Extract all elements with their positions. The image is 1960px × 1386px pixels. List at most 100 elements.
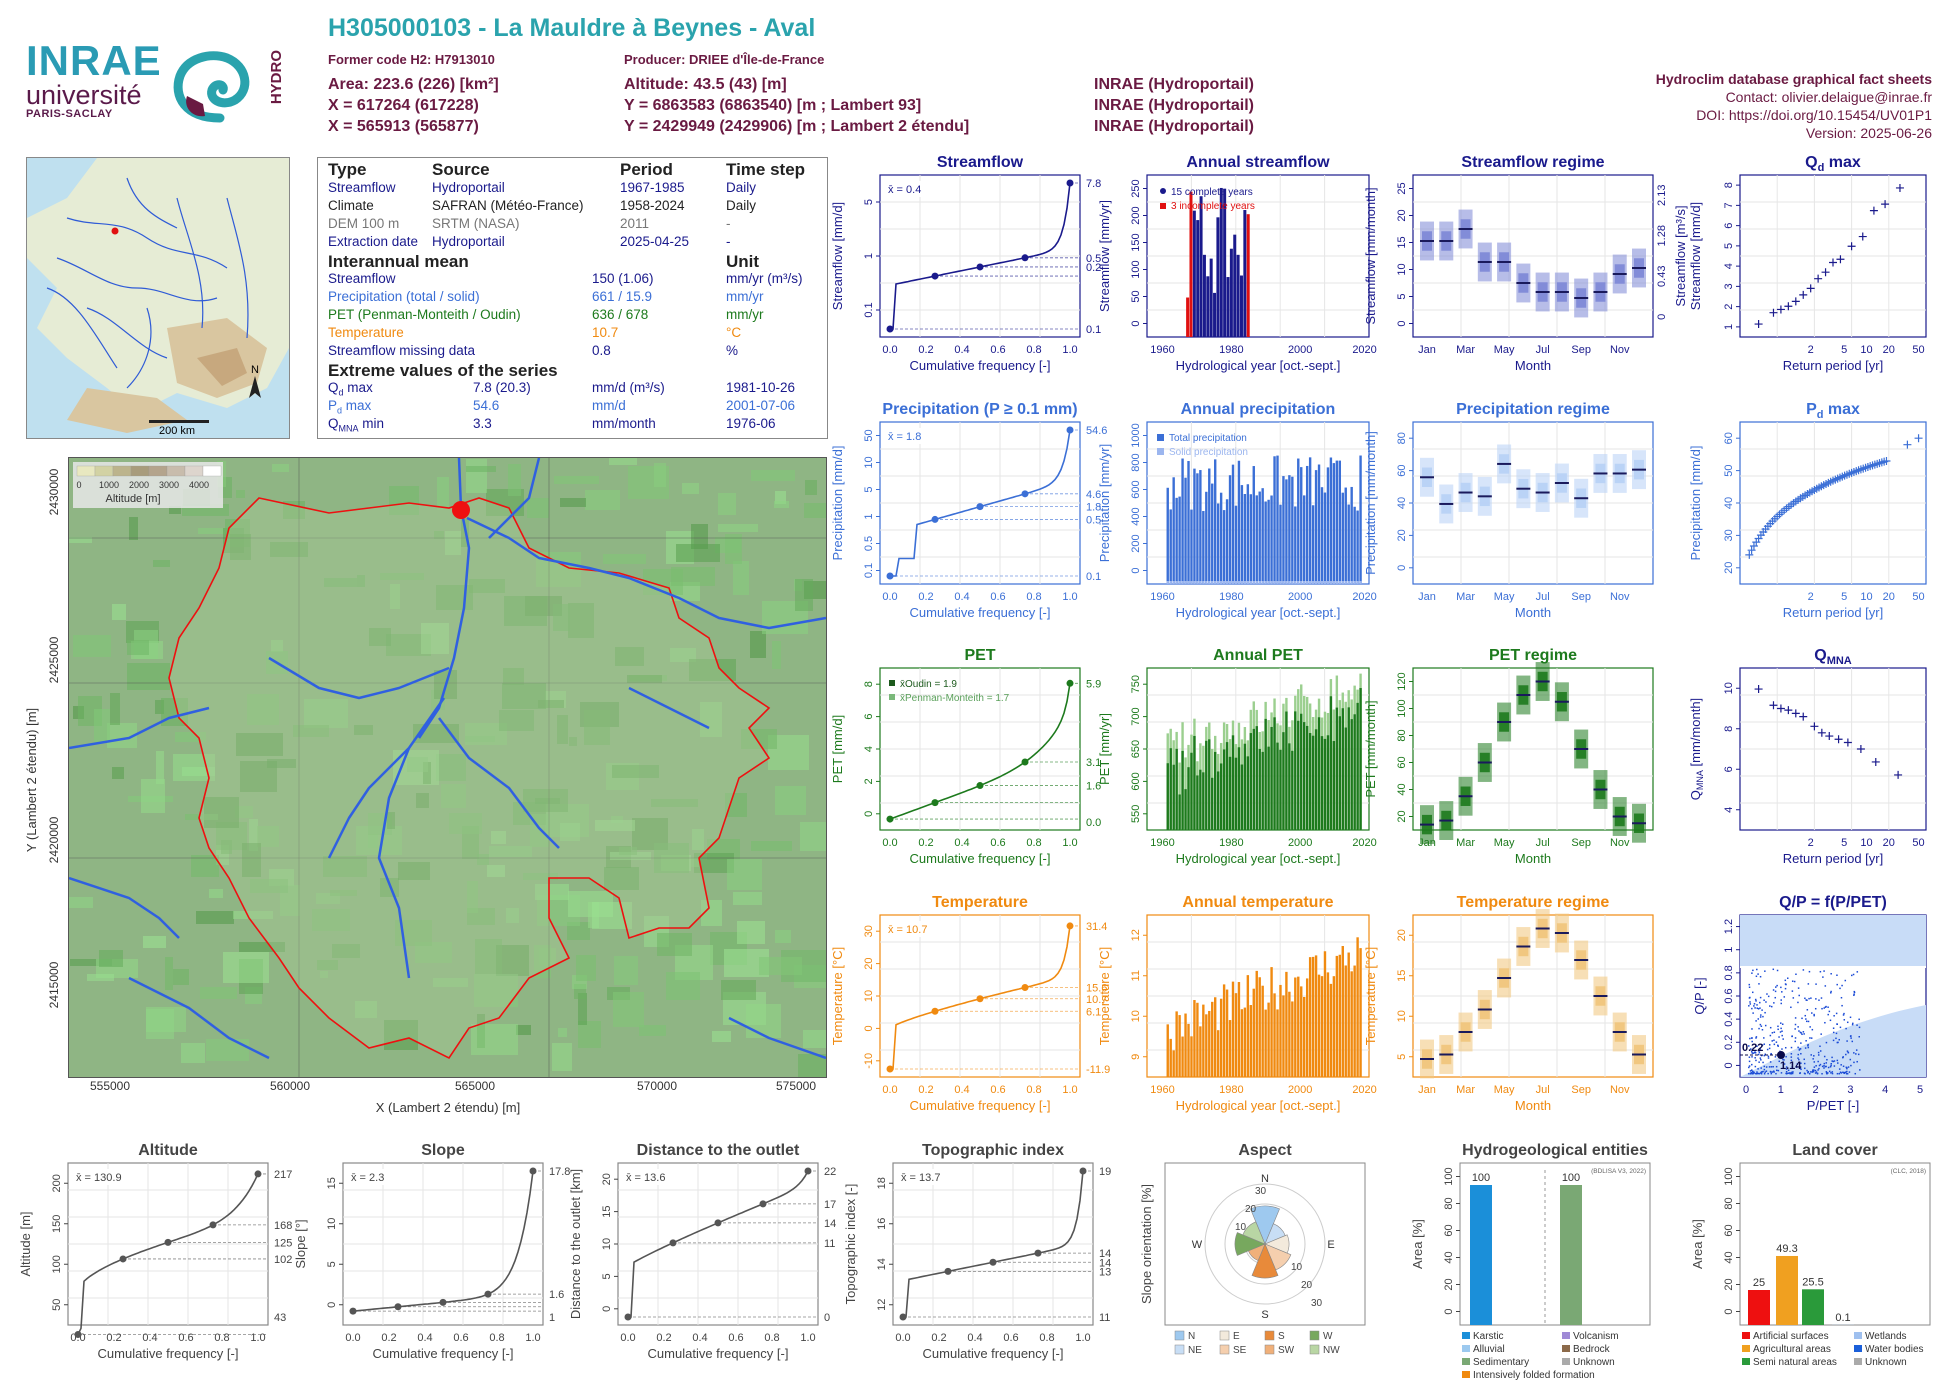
chart-annual_precip-solid-bar <box>1202 581 1205 584</box>
chart-streamflow_regime-ytick: 10 <box>1396 263 1408 275</box>
y-lambert93: Y = 6863583 (6863540) [m ; Lambert 93] <box>624 97 922 114</box>
chart-annual_streamflow-xlabel: Hydrological year [oct.-sept.] <box>1176 358 1341 373</box>
mean-cell: 150 (1.06) <box>592 271 654 286</box>
chart-qp_ppet-point <box>1802 1031 1805 1033</box>
chart-precip_regime-xtick: Nov <box>1610 591 1630 603</box>
terrain-patch <box>242 843 261 877</box>
chart-qp_ppet-point <box>1830 1064 1832 1067</box>
terrain-patch <box>475 939 502 974</box>
chart-qp_ppet-point <box>1858 1026 1861 1029</box>
terrain-ytick: 2420000 <box>47 816 61 863</box>
chart-topo_index-xtick: 0.0 <box>895 1332 910 1344</box>
chart-distance-ytick: 0 <box>601 1306 613 1312</box>
chart-qp_ppet-point <box>1792 997 1795 999</box>
chart-annual_temperature-bar <box>1228 1020 1232 1077</box>
chart-qp_ppet-point <box>1751 1040 1753 1043</box>
chart-topo_index-ytick: 12 <box>876 1299 888 1311</box>
chart-aspect-compass-label: S <box>1261 1309 1268 1321</box>
chart-qp_ppet-point <box>1836 983 1838 986</box>
chart-qp_ppet-point <box>1856 1060 1858 1063</box>
chart-annual_precip-xtick: 1960 <box>1150 591 1174 603</box>
chart-distance-right-label: 14 <box>824 1218 836 1230</box>
terrain-patch <box>560 823 580 841</box>
chart-qp_ppet-point <box>1757 1018 1760 1020</box>
chart-annual_temperature-title: Annual temperature <box>1182 894 1333 911</box>
chart-precip-xtick: 0.4 <box>954 591 969 603</box>
terrain-patch <box>569 737 577 746</box>
chart-land_cover-legend-label: Unknown <box>1865 1357 1907 1368</box>
chart-annual_precip-solid-bar <box>1300 581 1303 584</box>
chart-qp_ppet-point <box>1761 1009 1763 1011</box>
chart-streamflow_regime-ytick: 20 <box>1396 209 1408 221</box>
x-lambert93: X = 617264 (617228) <box>328 97 479 114</box>
doi[interactable]: DOI: https://doi.org/10.15454/UV01P1 <box>1696 107 1932 123</box>
terrain-patch <box>553 604 570 631</box>
scale-bar-icon <box>149 420 209 423</box>
mean-cell: Streamflow <box>328 271 396 286</box>
chart-qp_ppet-point <box>1798 994 1800 997</box>
chart-land_cover-bar <box>1802 1289 1824 1325</box>
chart-precip-xtick: 0.8 <box>1026 591 1041 603</box>
chart-qmna-point <box>1784 706 1793 715</box>
chart-precip-right-label: 0.1 <box>1086 571 1101 583</box>
chart-qd_max-ytick: 2 <box>1723 304 1735 310</box>
chart-annual_precip-bar <box>1261 488 1264 584</box>
info-header-cell: Type <box>328 160 367 179</box>
chart-streamflow-mean: x̄ = 0.4 <box>888 184 921 196</box>
chart-topo_index-right-label: 13 <box>1099 1266 1111 1278</box>
terrain-patch <box>70 959 112 966</box>
terrain-patch <box>772 641 781 669</box>
chart-qp_ppet-point <box>1794 1028 1796 1030</box>
info-row-cell: Hydroportail <box>432 234 505 249</box>
chart-qp_ppet-point <box>1777 1028 1779 1031</box>
chart-qp_ppet-point <box>1833 1060 1836 1062</box>
chart-annual_precip-solid-bar <box>1196 581 1199 584</box>
chart-qp_ppet-point <box>1829 1019 1832 1022</box>
chart-annual_temperature-bar <box>1172 1050 1175 1077</box>
chart-annual_temperature-xtick: 2000 <box>1288 1084 1312 1096</box>
chart-qp_ppet-point <box>1836 1059 1839 1062</box>
chart-qp_ppet-point <box>1758 1061 1760 1063</box>
chart-annual_precip-solid-bar <box>1311 581 1315 584</box>
chart-qmna-point <box>1834 735 1843 744</box>
terrain-patch <box>558 1028 567 1037</box>
chart-annual_temperature-bar <box>1294 977 1297 1077</box>
chart-altitude-xtick: 1.0 <box>250 1332 265 1344</box>
chart-qp_ppet-point <box>1808 997 1810 1000</box>
chart-precip_regime-xlabel: Month <box>1515 605 1551 620</box>
chart-qp_ppet-point <box>1845 1066 1848 1069</box>
altitude-legend-tick: 3000 <box>159 480 179 490</box>
chart-precip_regime-ytick: 20 <box>1396 529 1408 541</box>
terrain-ytick: 2430000 <box>47 468 61 515</box>
chart-topo_index-xlabel: Cumulative frequency [-] <box>923 1346 1064 1361</box>
chart-annual_temperature-bar <box>1297 976 1300 1077</box>
chart-annual_streamflow-bar <box>1202 254 1206 337</box>
chart-streamflow_regime-xtick: May <box>1494 344 1515 356</box>
chart-altitude-ytick: 200 <box>51 1174 63 1192</box>
chart-qp_ppet-point <box>1808 970 1811 973</box>
chart-qp_ppet-point <box>1785 1072 1787 1075</box>
chart-annual_precip-solid-bar <box>1347 581 1350 584</box>
chart-annual_precip-solid-bar <box>1335 581 1339 584</box>
chart-pet_regime-ytick: 60 <box>1396 756 1408 768</box>
chart-hydrogeology-ytick: 80 <box>1443 1197 1455 1209</box>
chart-annual_precip-bar <box>1270 495 1273 584</box>
terrain-patch <box>386 634 431 656</box>
chart-qd_max-point <box>1847 242 1856 251</box>
terrain-patch <box>250 879 288 893</box>
terrain-patch <box>389 486 419 515</box>
terrain-patch <box>304 699 348 728</box>
chart-precip-xlabel: Cumulative frequency [-] <box>910 605 1051 620</box>
chart-pd_max-xlabel: Return period [yr] <box>1783 605 1883 620</box>
chart-qp_ppet-point <box>1823 1062 1826 1065</box>
chart-altitude-right-label: 43 <box>274 1312 286 1324</box>
terrain-xtick: 570000 <box>637 1079 677 1093</box>
contact[interactable]: Contact: olivier.delaigue@inrae.fr <box>1725 89 1932 105</box>
chart-annual_precip-solid-bar <box>1294 581 1297 584</box>
chart-qp_ppet-point <box>1797 1001 1799 1004</box>
chart-annual_pet-bar <box>1169 748 1172 830</box>
chart-qp_ppet-point <box>1804 1067 1806 1070</box>
chart-annual_streamflow-bar <box>1189 191 1193 337</box>
chart-annual_precip-solid-bar <box>1344 581 1347 584</box>
chart-qp_ppet-point <box>1825 1062 1828 1064</box>
